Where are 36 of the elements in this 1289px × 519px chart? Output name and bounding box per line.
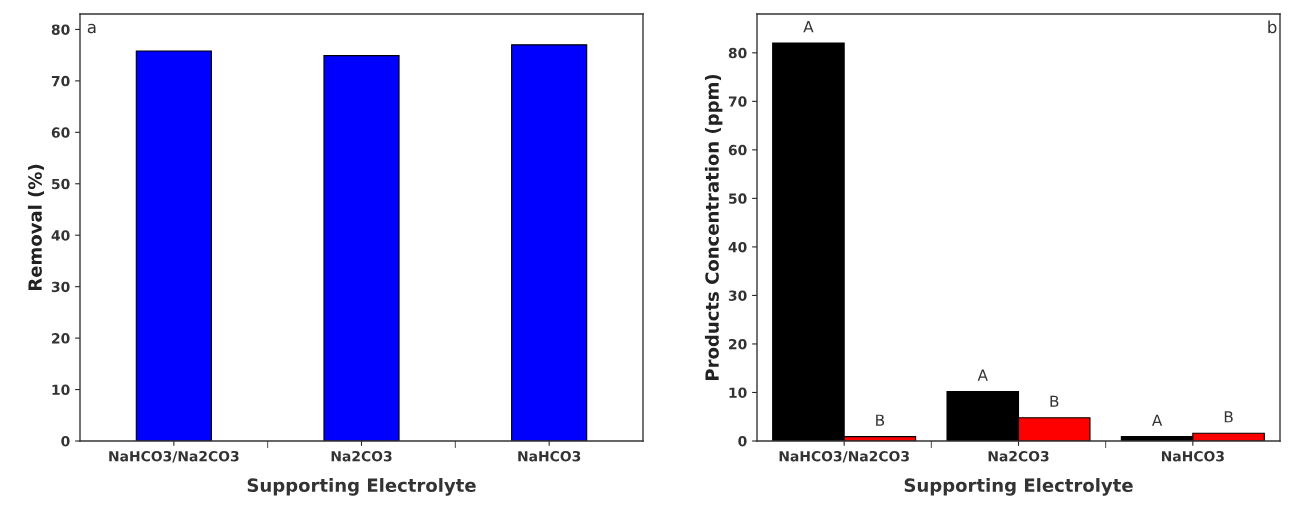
y-tick-label: 20 <box>52 333 70 344</box>
y-tick-label: 10 <box>52 384 70 396</box>
y-tick-label: 0 <box>738 435 747 447</box>
y-tick-label: 10 <box>729 387 747 398</box>
y-tick-label: 60 <box>51 127 70 138</box>
y-tick-label: 40 <box>51 230 70 241</box>
text: B <box>876 414 885 426</box>
text: A <box>977 369 988 381</box>
text: A <box>1151 414 1163 426</box>
y-tick-label: 70 <box>728 96 747 107</box>
y-tick-label: 80 <box>51 24 70 35</box>
y-tick-label: 50 <box>52 178 70 190</box>
series-label: A <box>803 21 814 33</box>
y-tick-label: 30 <box>728 290 747 301</box>
y-axis-title: Removal (%) <box>27 164 45 291</box>
y-axis-title: Products Concentration (ppm) <box>704 74 723 380</box>
x-tick-label: NaHCO3 <box>518 450 581 462</box>
x-tick-label: NaHCO3/Na2CO3 <box>109 450 239 463</box>
x-axis-title: Supporting Electrolyte <box>247 478 476 496</box>
y-tick-label: 80 <box>728 47 747 59</box>
y-tick-label: 70 <box>51 75 70 87</box>
annotation: b <box>1268 20 1277 34</box>
text: B <box>1224 411 1233 423</box>
y-tick-label: 20 <box>729 338 747 350</box>
x-tick-label: NaHCO3/Na2CO3 <box>779 450 909 463</box>
x-tick-label: Na2CO3 <box>331 450 392 462</box>
x-tick-label: NaHCO3 <box>1161 450 1224 462</box>
y-tick-label: 50 <box>729 193 747 204</box>
y-tick-label: 40 <box>728 241 747 253</box>
series-label: B <box>1050 395 1059 407</box>
y-tick-label: 30 <box>51 281 70 293</box>
annotation: a <box>87 23 96 34</box>
x-axis-title: Supporting Electrolyte <box>904 478 1133 496</box>
x-tick-label: Na2CO3 <box>988 450 1049 462</box>
y-tick-label: 60 <box>728 144 747 156</box>
y-tick-label: 0 <box>61 435 70 447</box>
